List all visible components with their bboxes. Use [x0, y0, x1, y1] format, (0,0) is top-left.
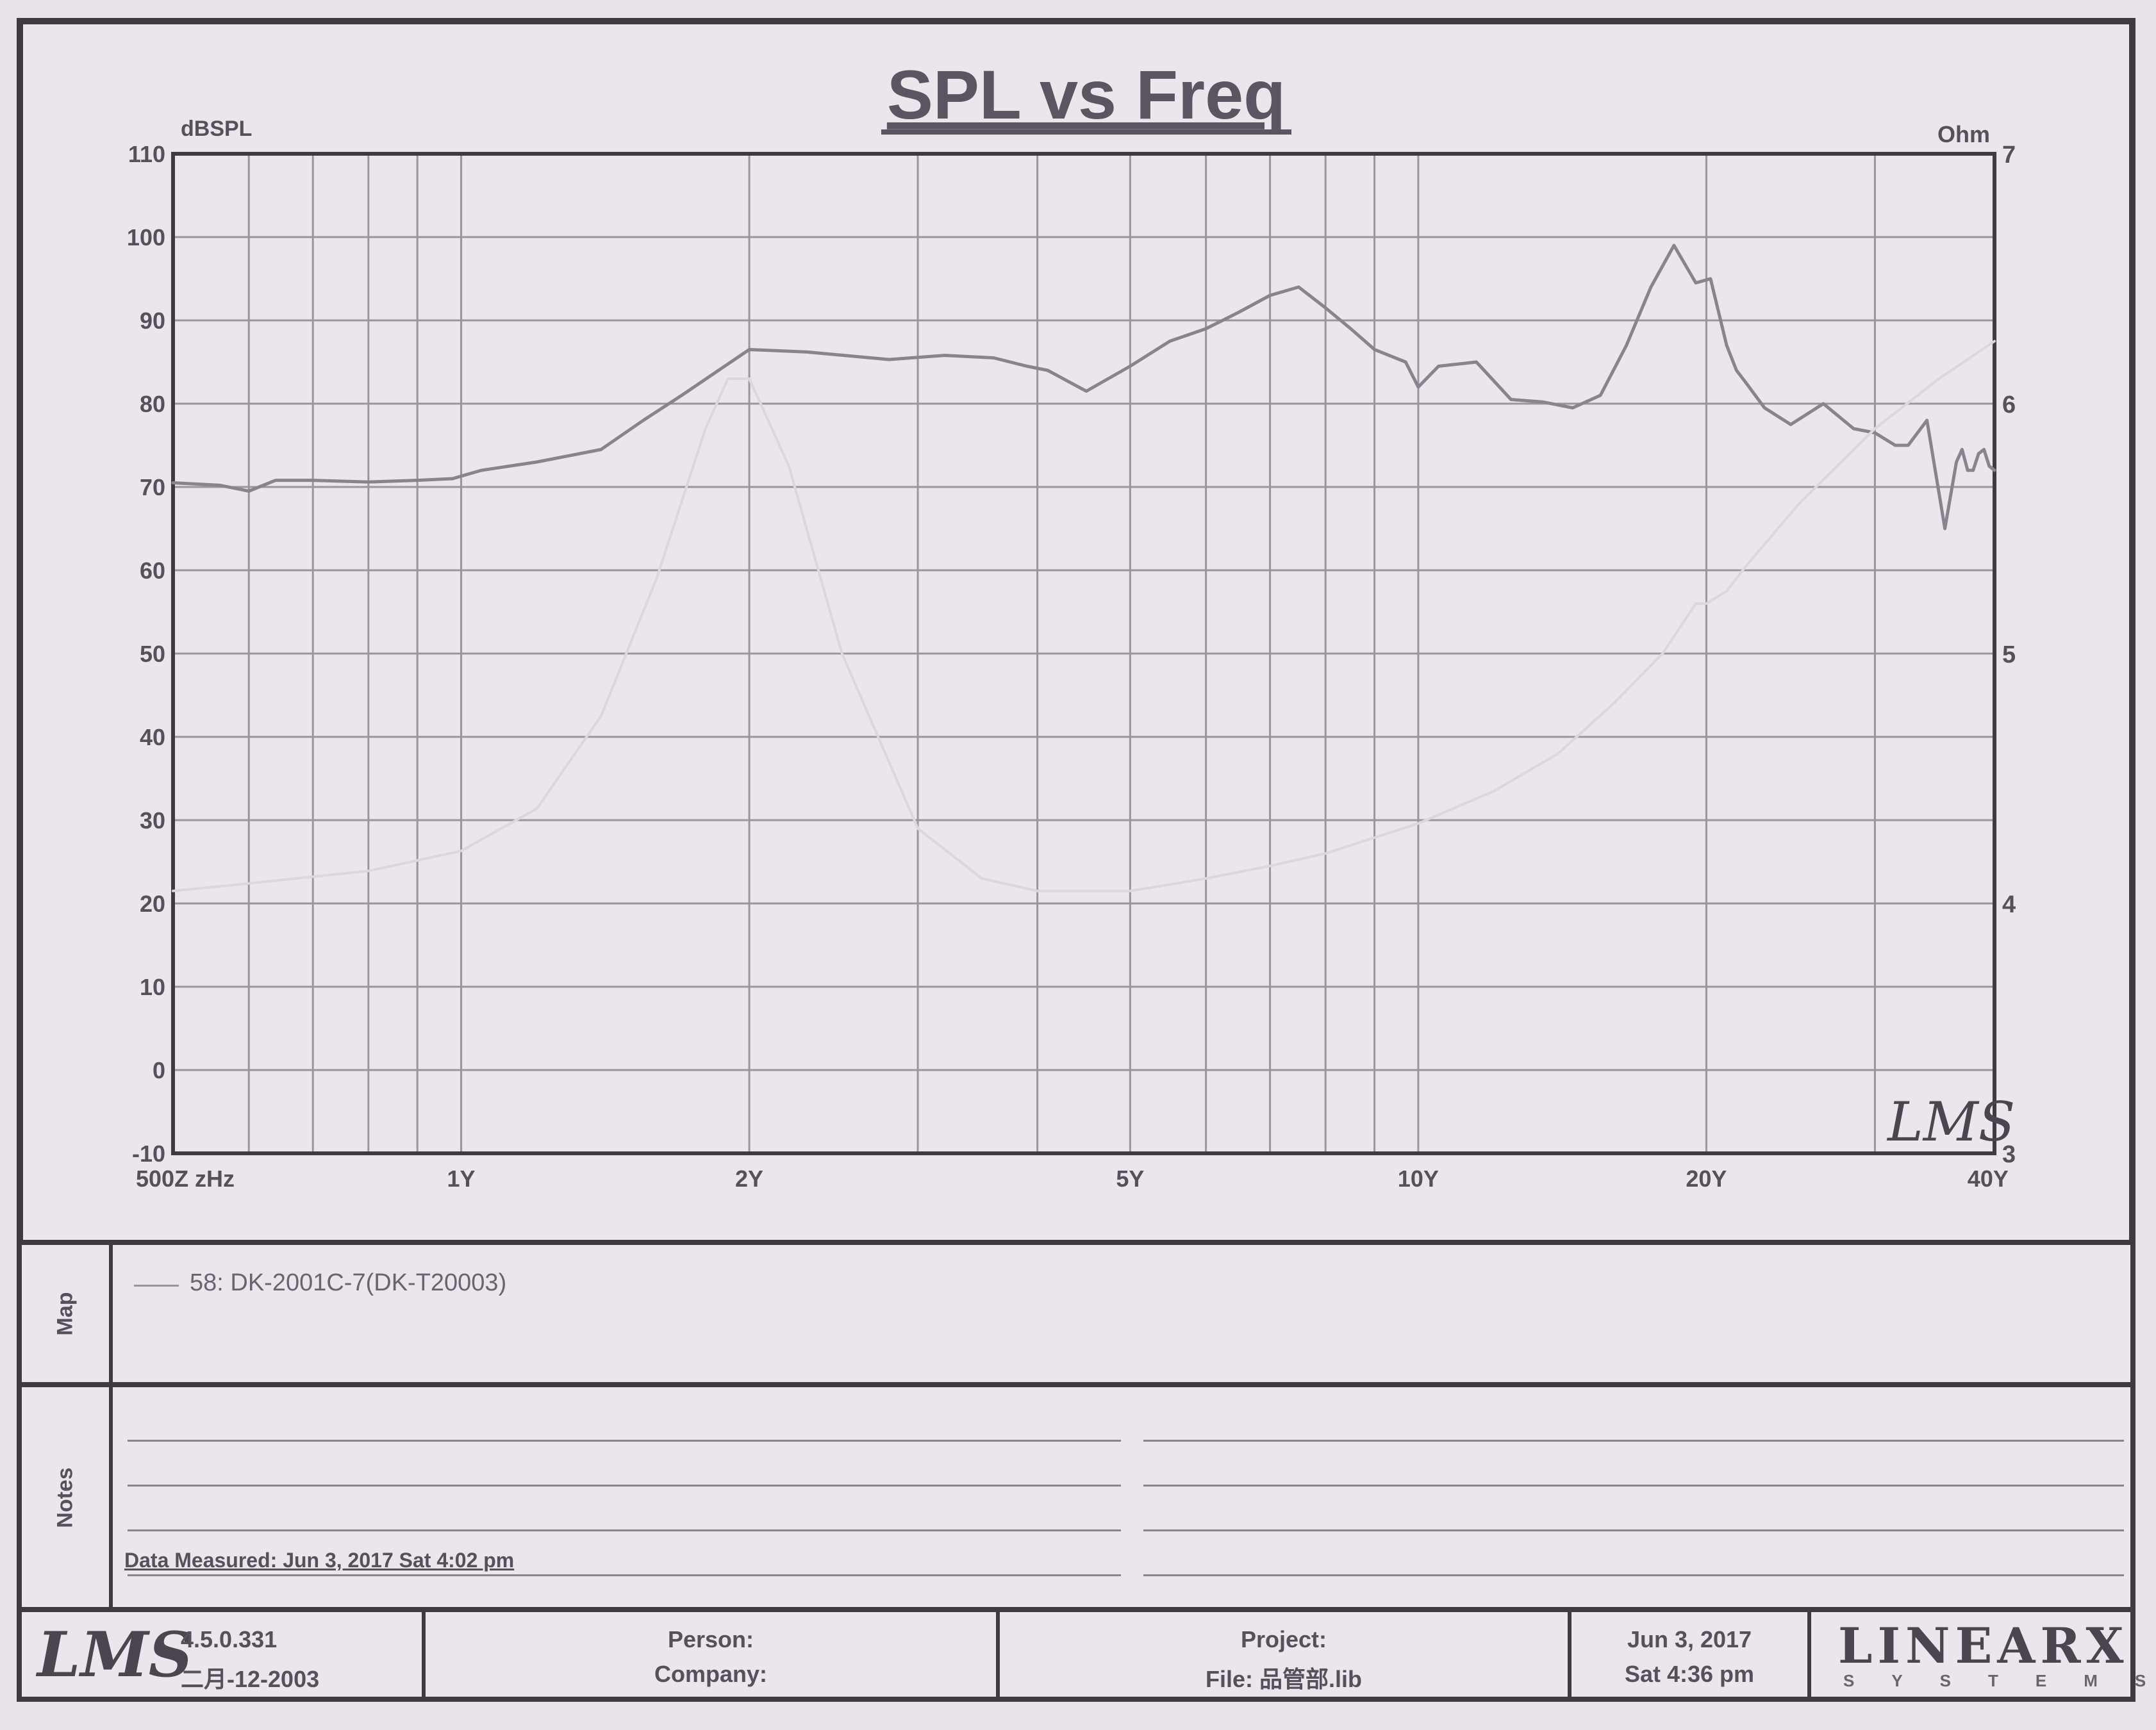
footer-version-cell: LMS 4.5.0.331 二月-12-2003 — [22, 1612, 426, 1697]
note-line — [128, 1440, 1121, 1442]
y-left-tick-label: 80 — [140, 391, 165, 417]
y-right-tick-label: 7 — [2002, 142, 2016, 169]
file-label: File: 品管部.lib — [1205, 1666, 1362, 1692]
series-layer — [171, 243, 1996, 893]
footer-project-cell: Project: File: 品管部.lib — [1000, 1612, 1571, 1697]
y-left-tick-label: 10 — [140, 974, 165, 1000]
y-right-tick-label: 3 — [2002, 1141, 2016, 1168]
impedance-curve — [172, 340, 1996, 893]
y-left-tick-label: 100 — [127, 224, 165, 251]
data-measured: Data Measured: Jun 3, 2017 Sat 4:02 pm — [124, 1549, 515, 1572]
y-right-unit: Ohm — [1937, 121, 1990, 147]
note-line — [128, 1485, 1121, 1487]
linearx-logo: LINEARX — [1838, 1617, 2129, 1674]
build-date: 二月-12-2003 — [181, 1666, 320, 1692]
note-line — [1143, 1574, 2124, 1576]
footer-bar: LMS 4.5.0.331 二月-12-2003 Person: Company… — [17, 1607, 2146, 1702]
print-date: Jun 3, 2017 — [1627, 1626, 1752, 1652]
y-left-tick-label: 60 — [140, 557, 165, 584]
y-left-unit: dBSPL — [181, 117, 252, 141]
footer-person-cell: Person: Company: — [426, 1612, 1000, 1697]
linearx-subtitle: SYSTEMS — [1843, 1671, 2156, 1690]
company-label: Company: — [654, 1661, 767, 1687]
chart-title: SPL vs Freq — [887, 56, 1286, 133]
y-left-tick-label: 70 — [140, 474, 165, 500]
plot-frame — [171, 152, 1996, 1155]
y-left-tick-label: 50 — [140, 641, 165, 667]
map-label: Map — [53, 1292, 78, 1335]
x-tick-label: 20Y — [1686, 1166, 1727, 1192]
footer-date-cell: Jun 3, 2017 Sat 4:36 pm — [1571, 1612, 1811, 1697]
spl-chart: SPL vs Freq dBSPL Ohm 110 100 90 80 70 60 50 40… — [127, 56, 2016, 1192]
legend-swatch — [134, 1285, 179, 1287]
note-line — [128, 1529, 1121, 1531]
y-left-tick-label: 90 — [140, 308, 165, 334]
lms-watermark: LMS — [1886, 1091, 2015, 1153]
version: 4.5.0.331 — [181, 1626, 278, 1652]
note-line — [1143, 1440, 2124, 1442]
chart-canvas: SPL vs Freq dBSPL Ohm 110100908070605040… — [127, 56, 2016, 1192]
y-left-tick-label: 30 — [140, 807, 165, 834]
x-tick-label: 1Y — [447, 1166, 475, 1192]
legend-entry: 58: DK-2001C-7(DK-T20003) — [190, 1269, 507, 1296]
y-right-tick-label: 4 — [2002, 891, 2016, 918]
note-line — [1143, 1529, 2124, 1531]
map-side-label: Map — [22, 1245, 113, 1382]
y-left-tick-label: 40 — [140, 724, 165, 750]
note-line — [128, 1574, 1121, 1576]
x-tick-label: 40Y — [1968, 1166, 2009, 1192]
notes-panel: Notes Data Measured: Jun 3, 2017 Sat 4:0… — [17, 1382, 2135, 1613]
notes-label: Notes — [53, 1467, 78, 1528]
y-left-tick-label: 20 — [140, 891, 165, 917]
notes-side-label: Notes — [22, 1387, 113, 1608]
project-label: Project: — [1240, 1626, 1327, 1652]
grid — [171, 152, 1996, 1155]
note-line — [1143, 1485, 2124, 1487]
x-tick-label: 500Z zHz — [136, 1166, 235, 1192]
x-tick-label: 5Y — [1116, 1166, 1144, 1192]
print-time: Sat 4:36 pm — [1624, 1661, 1755, 1687]
y-left-tick-label: 0 — [153, 1057, 165, 1083]
x-tick-label: 2Y — [735, 1166, 763, 1192]
y-right-tick-label: 6 — [2002, 391, 2016, 418]
spl-curve — [171, 243, 1996, 531]
footer-lms-logo: LMS — [37, 1619, 194, 1691]
y-left-tick-label: 110 — [128, 141, 165, 167]
footer-brand-cell: LINEARX SYSTEMS — [1811, 1612, 2146, 1697]
y-left-tick-label: -10 — [132, 1141, 165, 1167]
person-label: Person: — [667, 1626, 754, 1652]
y-right-tick-label: 5 — [2002, 641, 2016, 668]
x-tick-label: 10Y — [1398, 1166, 1439, 1192]
map-panel: Map 58: DK-2001C-7(DK-T20003) — [17, 1240, 2135, 1387]
